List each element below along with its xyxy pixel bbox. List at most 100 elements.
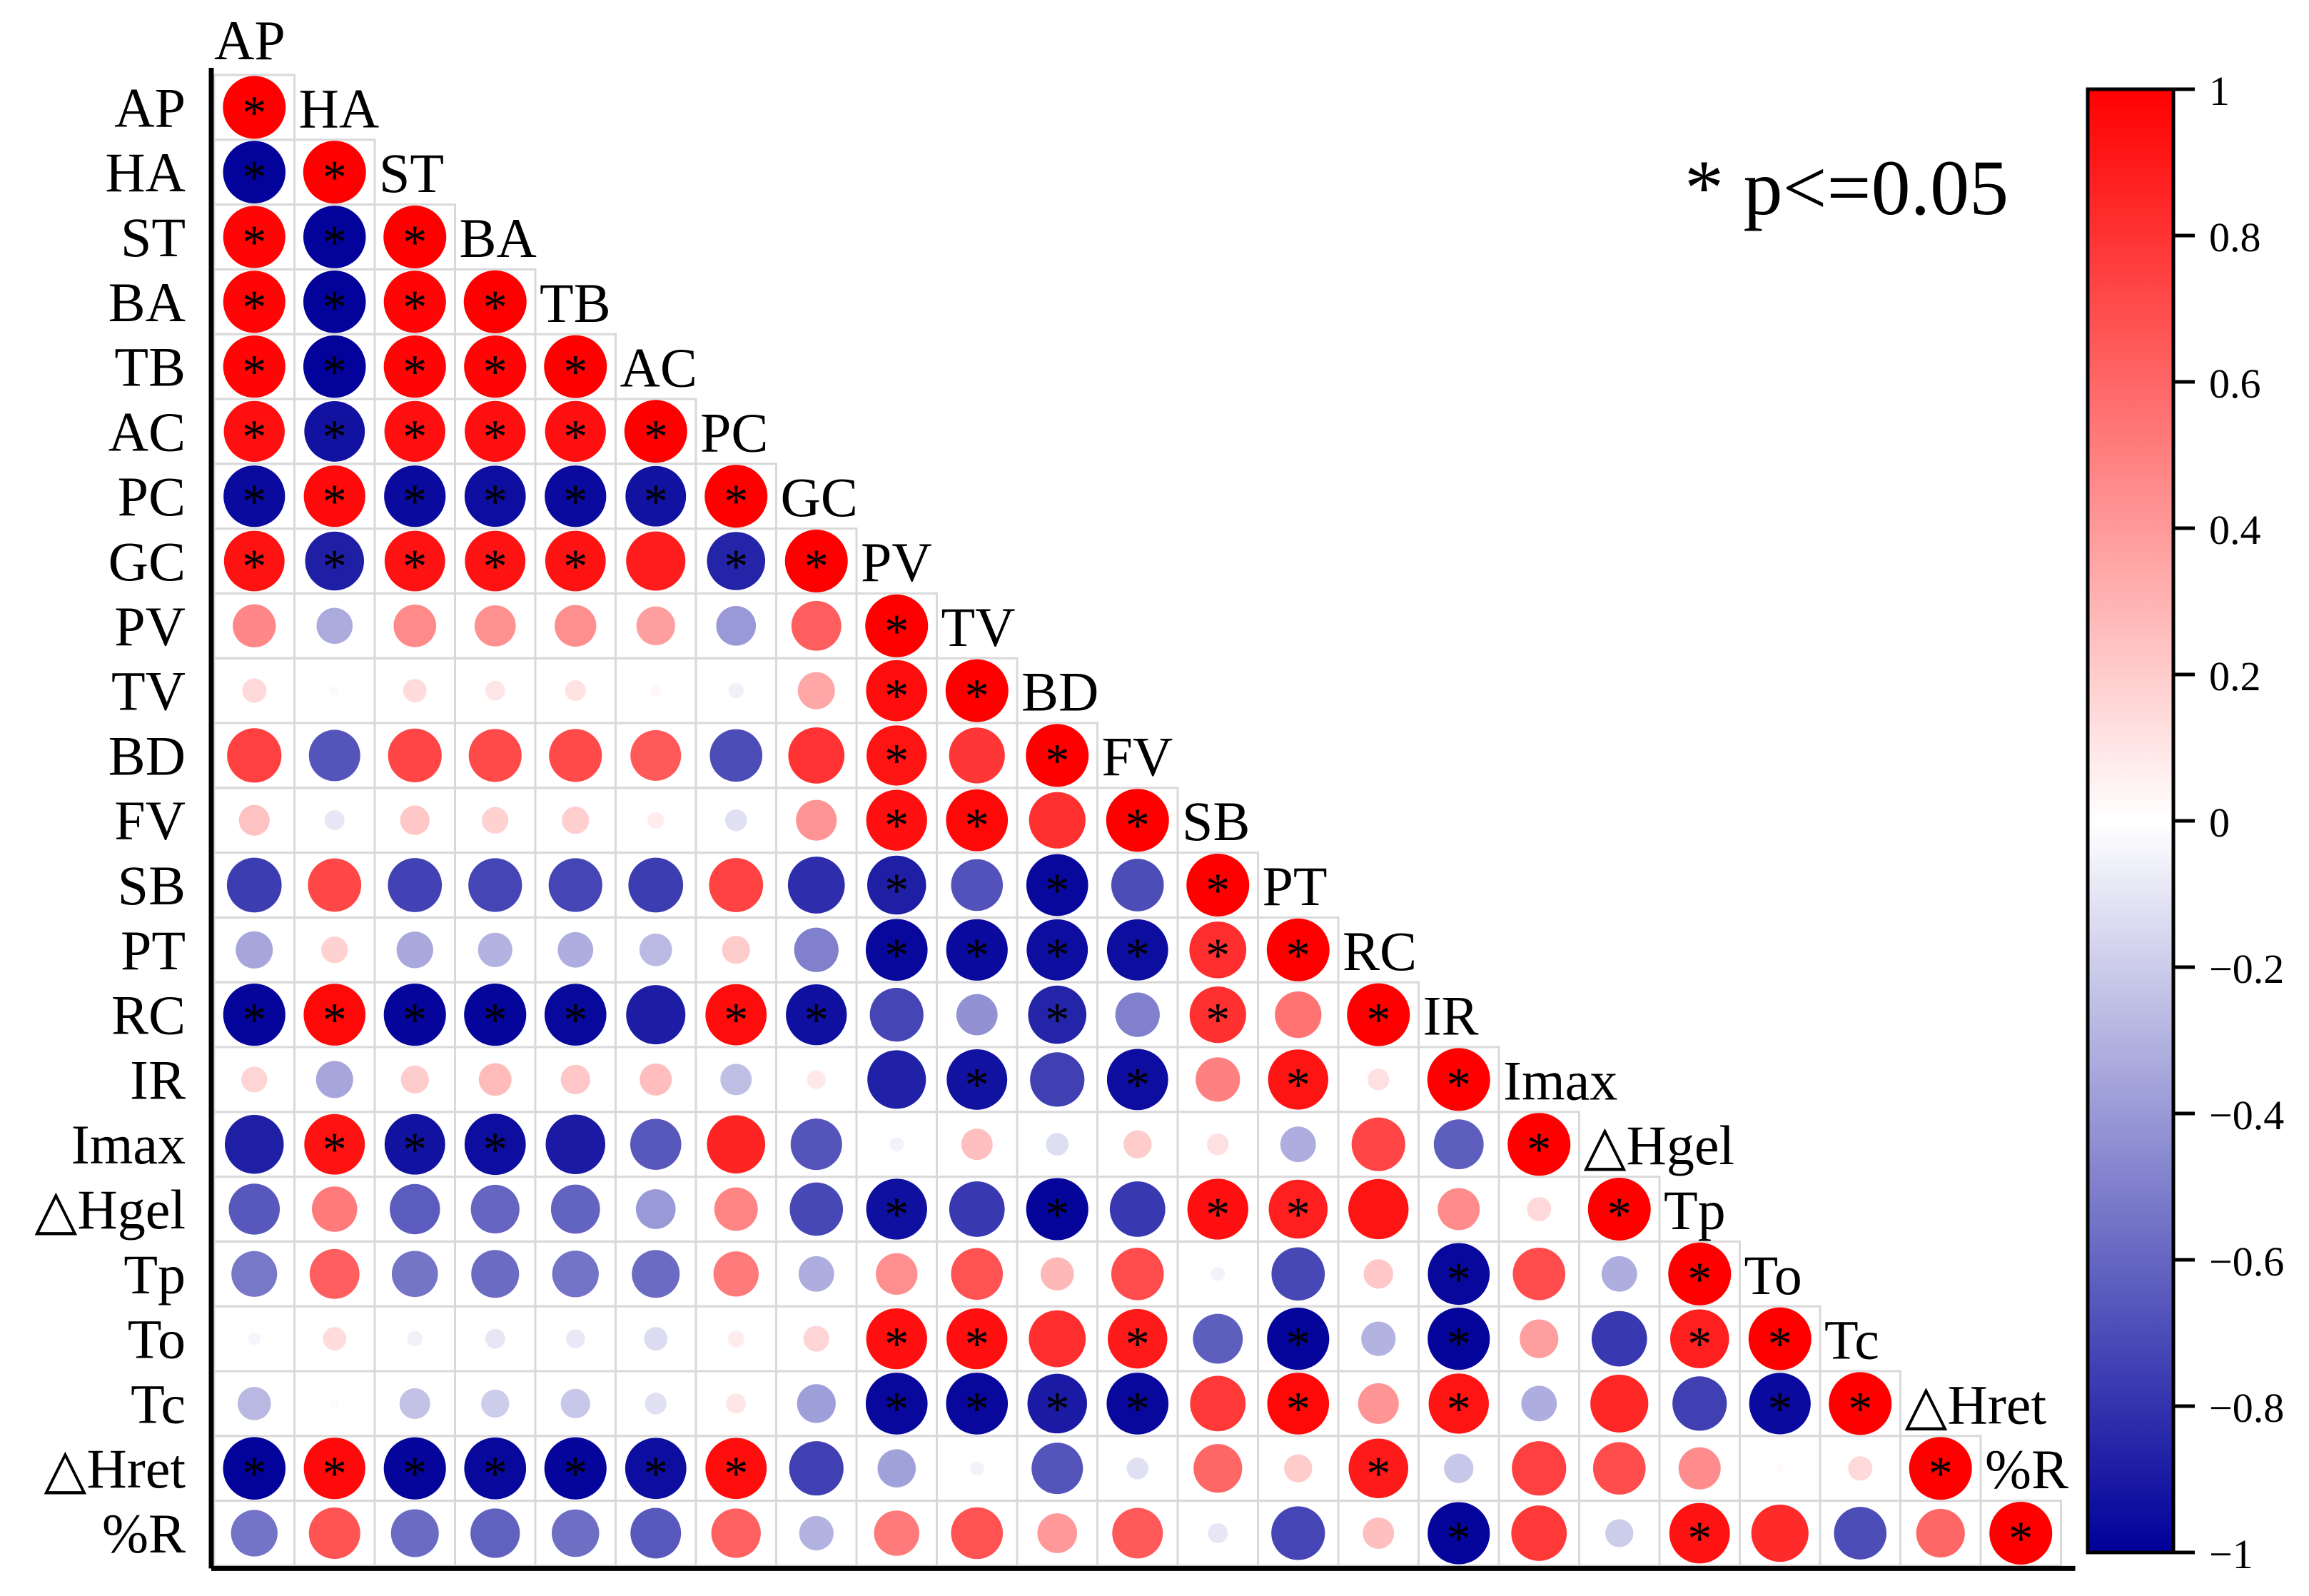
corr-circle-bd-tv (949, 727, 1005, 784)
corr-circle-dhret-ac (625, 1438, 687, 1500)
corr-circle-to-pt (1267, 1308, 1330, 1370)
corr-circle-to-ap (248, 1332, 261, 1345)
corr-circle-fv-ap (238, 804, 270, 836)
sig-marker: * (323, 474, 347, 528)
row-label-ba: BA (108, 271, 186, 333)
corr-circle-tb-st (383, 335, 446, 398)
corr-circle-tp-tp (1668, 1242, 1732, 1305)
corr-circle-pc-tb (545, 465, 607, 527)
sig-marker: * (242, 539, 266, 593)
sig-marker: * (1126, 1057, 1150, 1111)
corr-circle-gc-ba (465, 530, 526, 592)
row-label-st: ST (121, 206, 186, 268)
corr-circle-to-rc (1361, 1321, 1396, 1356)
corr-circle-rc-tv (956, 994, 998, 1036)
corr-circle-ir-ap (241, 1066, 268, 1093)
sig-marker: * (724, 993, 748, 1047)
corr-circle-pctr-pc (711, 1508, 761, 1558)
corr-circle-dhgel-gc (789, 1182, 844, 1236)
corr-circle-tc-pv (865, 1373, 928, 1435)
corr-circle-ir-ac (640, 1063, 672, 1096)
corr-circle-ir-pc (720, 1064, 752, 1096)
sig-marker: * (884, 1317, 909, 1371)
sig-marker: * (323, 345, 347, 399)
corr-circle-pv-tb (555, 605, 597, 647)
sig-marker: * (403, 539, 427, 593)
corr-circle-sb-ac (628, 857, 684, 913)
corr-circle-bd-st (388, 728, 442, 782)
sig-marker: * (1447, 1057, 1471, 1111)
diag-label-imax: Imax (1503, 1049, 1617, 1111)
sig-marker: * (1286, 1187, 1310, 1241)
corr-circle-dhgel-ba (470, 1184, 520, 1234)
sig-marker: * (403, 993, 427, 1047)
sig-marker: * (563, 409, 587, 463)
sig-marker: * (563, 345, 587, 399)
corr-circle-tv-tb (565, 680, 586, 702)
corr-circle-rc-fv (1115, 992, 1160, 1037)
diag-label-tp: Tp (1664, 1179, 1726, 1241)
sig-marker: * (1045, 1381, 1069, 1435)
sig-marker: * (724, 474, 748, 528)
sig-marker: * (1929, 1446, 1953, 1500)
sig-marker: * (242, 280, 266, 334)
corr-circle-to-ha (323, 1327, 347, 1351)
corr-circle-fv-pv (866, 789, 927, 851)
corr-circle-dhgel-ac (635, 1189, 676, 1229)
corr-circle-tp-pt (1271, 1247, 1325, 1301)
diag-label-ir: IR (1423, 985, 1479, 1047)
corr-circle-tp-rc (1363, 1259, 1393, 1289)
row-label-pctr: %R (102, 1502, 186, 1565)
sig-marker: * (884, 1381, 909, 1435)
corr-circle-pc-ap (223, 465, 286, 527)
sig-marker: * (403, 409, 427, 463)
diag-label-to: To (1744, 1244, 1802, 1306)
corr-circle-pc-pc (704, 465, 768, 528)
colorbar-tick-label: 0.4 (2209, 507, 2261, 553)
corr-circle-ba-st (383, 271, 446, 333)
corr-circle-ac-st (384, 400, 445, 463)
sig-marker: * (1045, 993, 1069, 1047)
sig-marker: * (483, 1122, 507, 1176)
corr-circle-to-pv (866, 1308, 927, 1370)
corr-circle-ir-bd (1030, 1052, 1085, 1107)
row-label-tv: TV (111, 660, 186, 722)
row-label-tb: TB (114, 336, 186, 398)
corr-circle-dhret-dhgel (1592, 1442, 1646, 1495)
corr-circle-tc-tc (1829, 1372, 1892, 1435)
corr-circle-pctr-to (1751, 1504, 1809, 1562)
corr-circle-imax-pc (707, 1115, 766, 1174)
corr-circle-gc-st (384, 530, 445, 592)
sig-marker: * (1045, 733, 1069, 787)
sig-marker: * (1687, 1317, 1712, 1371)
sig-marker: * (403, 1122, 427, 1176)
corr-circle-pctr-ir (1428, 1502, 1490, 1565)
diag-label-st: ST (379, 142, 444, 204)
corr-circle-rc-bd (1028, 985, 1087, 1044)
corr-circle-to-ac (644, 1327, 668, 1351)
corr-circle-bd-pv (866, 725, 927, 786)
corr-circle-tc-to (1749, 1373, 1811, 1435)
sig-marker: * (1848, 1381, 1872, 1435)
sig-marker: * (242, 150, 266, 204)
sig-marker: * (884, 798, 909, 852)
colorbar-tick-label: 1 (2209, 68, 2230, 114)
corr-circle-rc-pv (869, 988, 924, 1042)
corr-circle-dhgel-pt (1268, 1179, 1328, 1239)
sig-marker: * (1366, 993, 1390, 1047)
corr-circle-imax-imax (1507, 1113, 1571, 1176)
sig-marker: * (563, 1446, 587, 1500)
corr-circle-rc-pc (705, 984, 767, 1046)
corr-circle-tc-ha (330, 1399, 339, 1408)
sig-marker: * (323, 1446, 347, 1500)
corr-circle-dhret-st (383, 1437, 446, 1500)
sig-marker: * (1286, 928, 1310, 982)
corr-circle-sb-tv (951, 859, 1004, 911)
corr-circle-tc-st (399, 1388, 430, 1419)
sig-marker: * (1366, 1446, 1390, 1500)
corr-circle-tp-tb (552, 1251, 599, 1298)
diag-label-pctr: %R (1985, 1438, 2068, 1500)
row-label-ap: AP (114, 76, 186, 138)
corr-circle-gc-ac (626, 531, 686, 591)
corr-circle-pc-ha (303, 465, 365, 527)
